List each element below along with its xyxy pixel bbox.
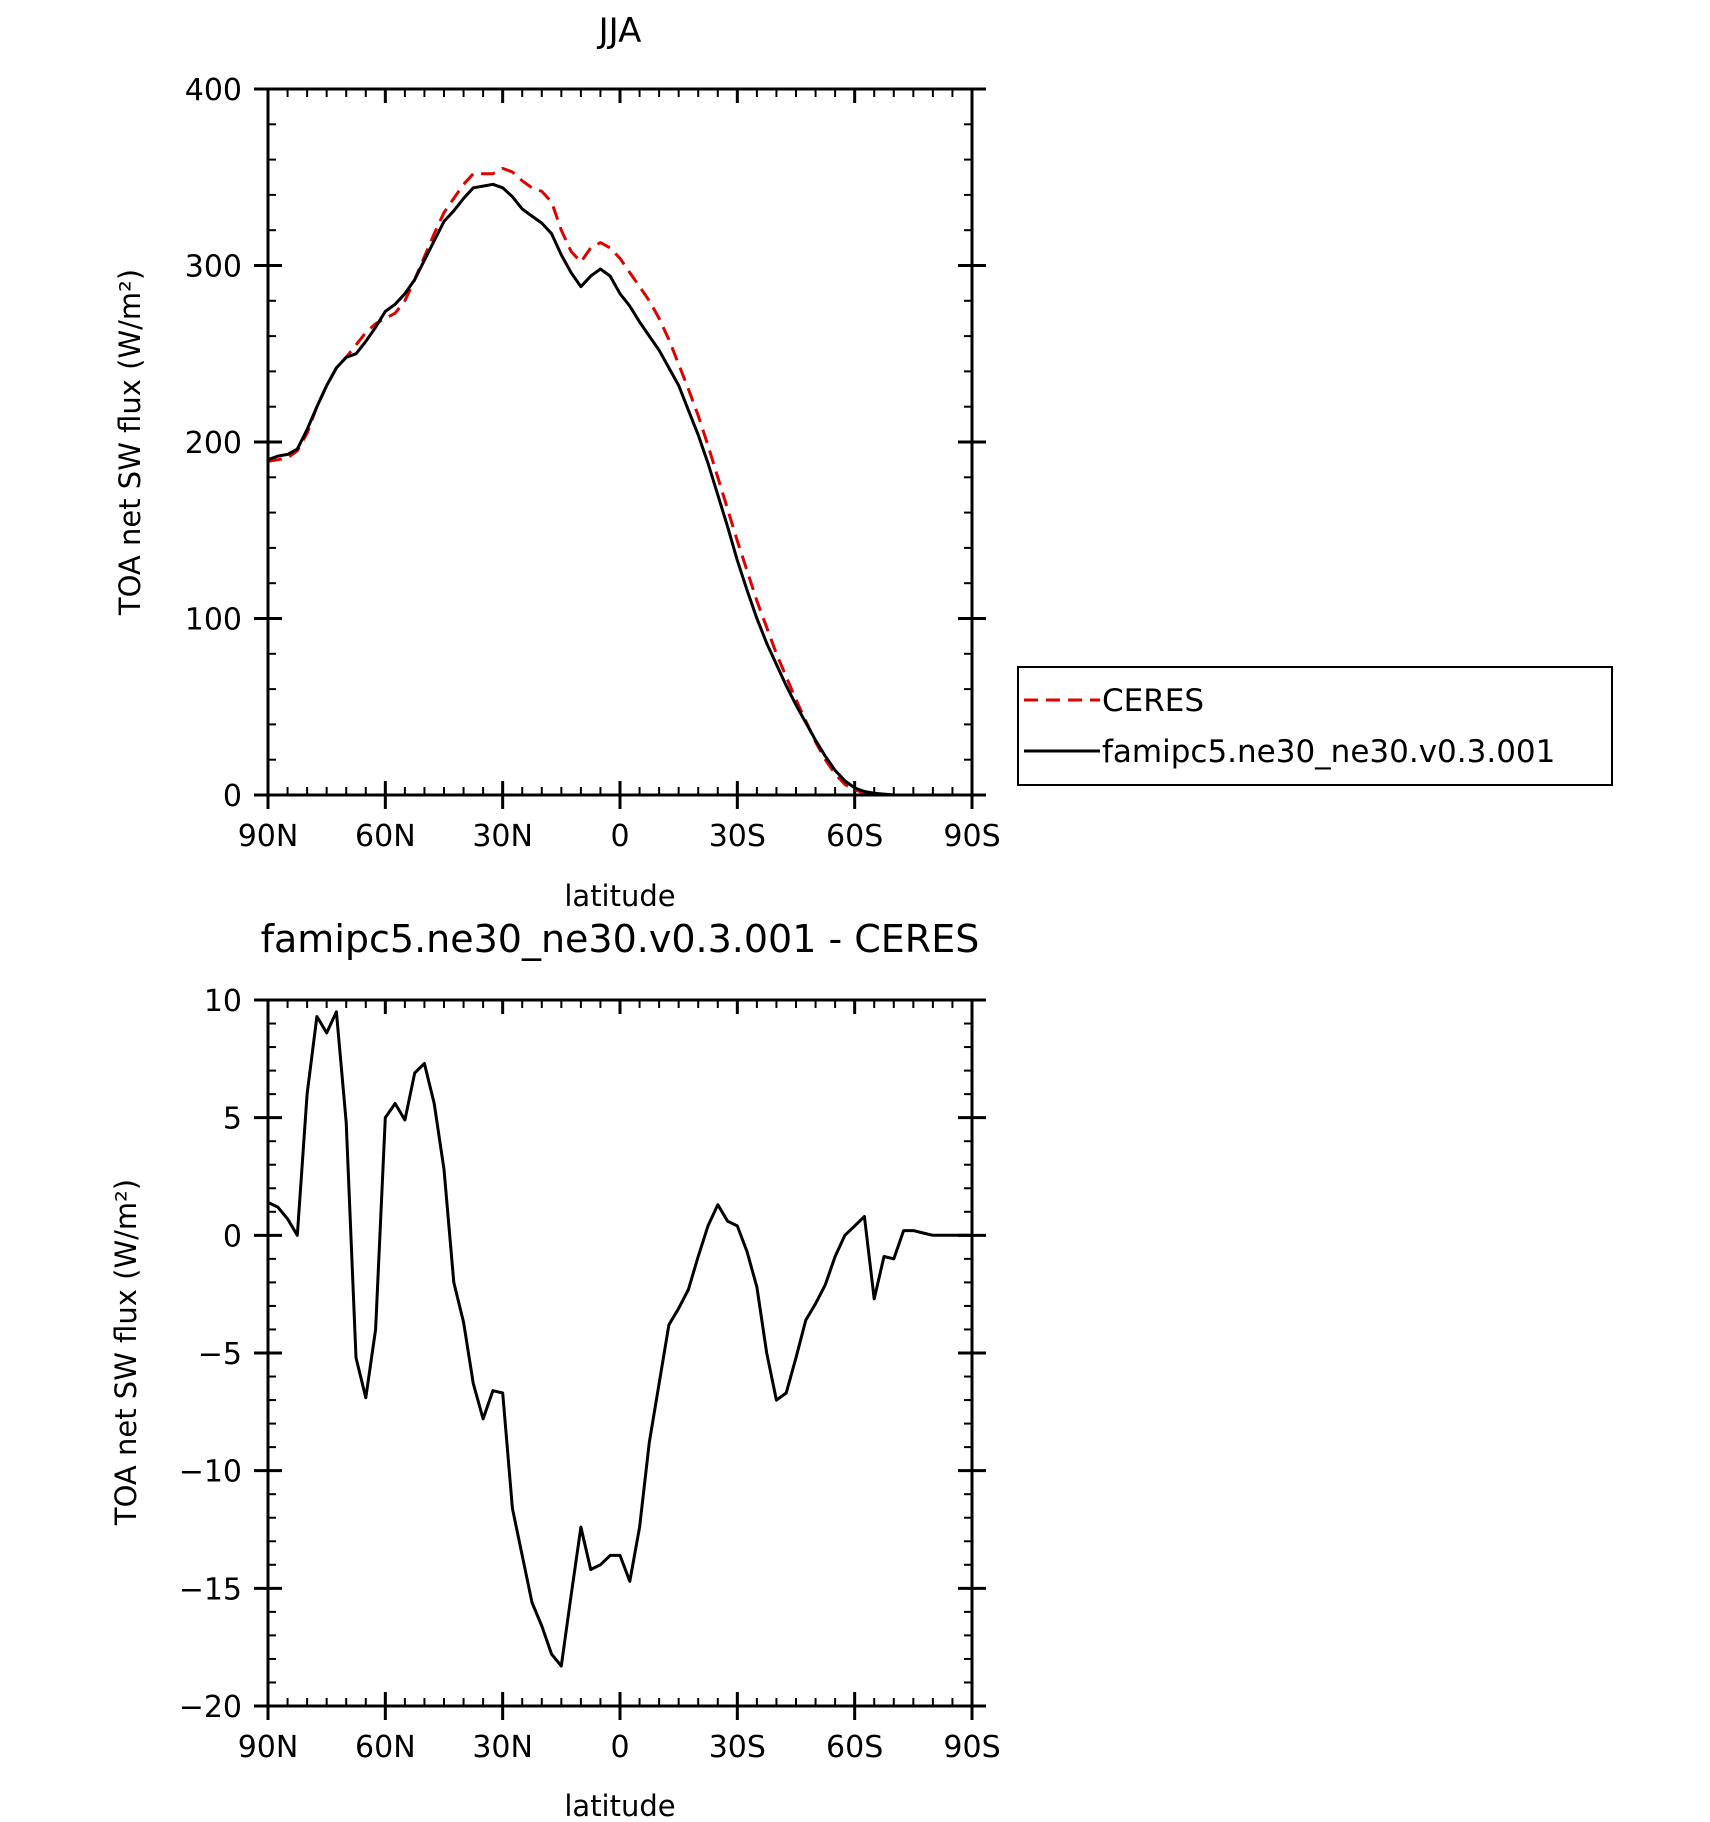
- y-tick-label: 10: [204, 984, 242, 1019]
- y-tick-label: 0: [223, 779, 242, 814]
- y-tick-label: 0: [223, 1219, 242, 1254]
- x-axis-label: latitude: [564, 879, 675, 913]
- y-tick-label: 100: [185, 603, 242, 638]
- legend-label-model: famipc5.ne30_ne30.v0.3.001: [1102, 734, 1555, 770]
- x-tick-label: 90S: [943, 1730, 1000, 1765]
- y-tick-label: 5: [223, 1102, 242, 1137]
- chart-title: JJA: [597, 11, 642, 51]
- chart-panel-bottom: famipc5.ne30_ne30.v0.3.001 - CERES TOA n…: [109, 917, 1001, 1822]
- y-tick-label: 200: [185, 426, 242, 461]
- x-tick-label: 0: [610, 819, 629, 854]
- x-axis-label: latitude: [564, 1789, 675, 1822]
- x-tick-label: 30N: [472, 819, 533, 854]
- x-tick-label: 60N: [355, 819, 416, 854]
- y-axis-label: TOA net SW flux (W/m²): [113, 269, 147, 616]
- y-tick-label: 400: [185, 73, 242, 108]
- x-tick-label: 30N: [472, 1730, 533, 1765]
- x-tick-label: 30S: [709, 819, 766, 854]
- y-tick-label: −15: [179, 1572, 242, 1607]
- x-tick-label: 90N: [238, 819, 299, 854]
- x-tick-label: 0: [610, 1730, 629, 1765]
- legend-label-ceres: CERES: [1102, 683, 1204, 719]
- plot-frame: [266, 87, 974, 797]
- y-tick-label: −10: [179, 1455, 242, 1490]
- series-line-1: [267, 182, 972, 797]
- y-tick-label: −5: [198, 1337, 242, 1372]
- chart-panel-top: JJA TOA net SW flux (W/m²) latitude 90N 6…: [113, 11, 1613, 913]
- x-tick-label: 90S: [943, 819, 1000, 854]
- plot-frame: [266, 998, 974, 1708]
- chart-title: famipc5.ne30_ne30.v0.3.001 - CERES: [261, 917, 980, 961]
- y-axis-label: TOA net SW flux (W/m²): [109, 1179, 143, 1526]
- x-tick-label: 90N: [238, 1730, 299, 1765]
- x-tick-label: 60S: [826, 819, 883, 854]
- legend: CERES famipc5.ne30_ne30.v0.3.001: [1017, 666, 1613, 786]
- legend-box: [1017, 666, 1613, 786]
- x-tick-label: 60S: [826, 1730, 883, 1765]
- y-tick-label: −20: [179, 1690, 242, 1725]
- x-tick-label: 60N: [355, 1730, 416, 1765]
- y-tick-label: 300: [185, 250, 242, 285]
- x-tick-label: 30S: [709, 1730, 766, 1765]
- series-line-0: [267, 166, 972, 797]
- series-line-0: [267, 1010, 972, 1668]
